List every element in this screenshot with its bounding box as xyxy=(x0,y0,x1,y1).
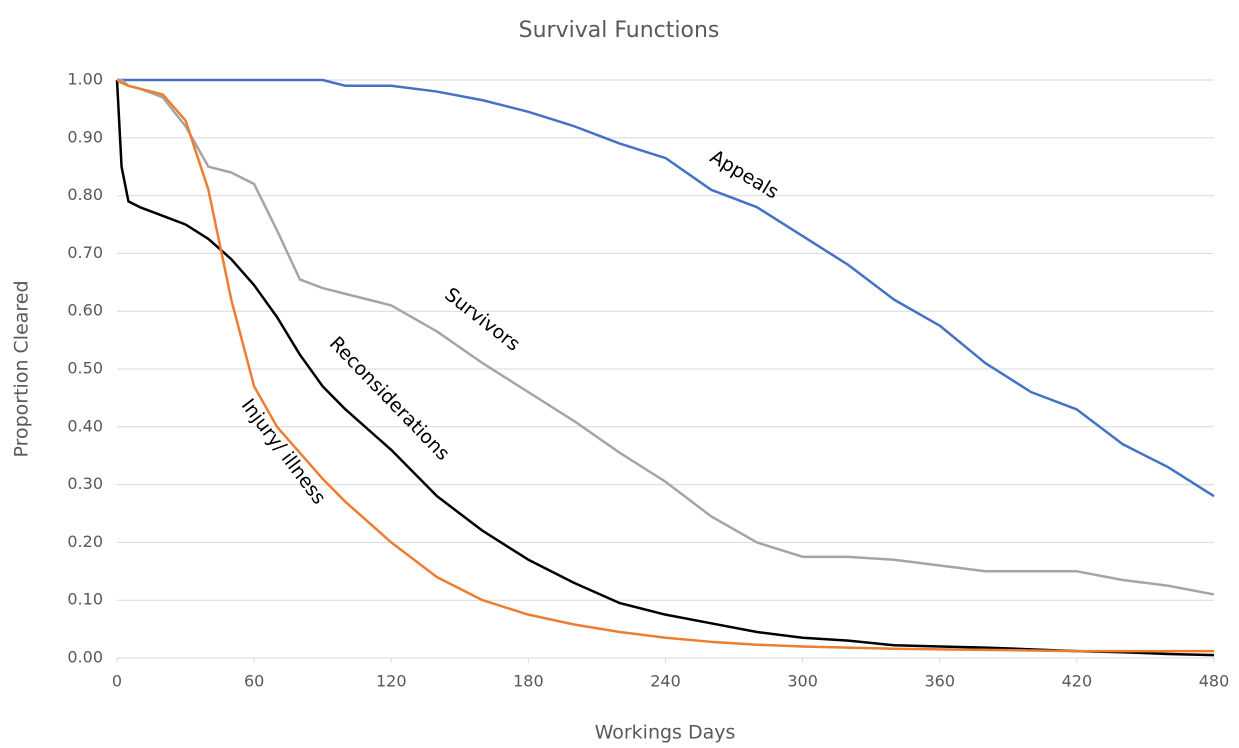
x-tick-label: 120 xyxy=(376,672,407,691)
y-tick-label: 0.60 xyxy=(67,301,103,320)
series-label: Injury/ illness xyxy=(237,395,330,509)
chart-title: Survival Functions xyxy=(519,18,720,43)
x-tick-label: 420 xyxy=(1062,672,1093,691)
y-tick-label: 1.00 xyxy=(67,70,103,89)
x-tick-label: 300 xyxy=(787,672,818,691)
x-tick-label: 0 xyxy=(112,672,122,691)
x-axis-label: Workings Days xyxy=(595,722,736,744)
x-tick-label: 180 xyxy=(513,672,544,691)
y-tick-label: 0.80 xyxy=(67,185,103,204)
x-tick-label: 480 xyxy=(1199,672,1230,691)
x-tick-label: 240 xyxy=(650,672,681,691)
y-tick-label: 0.50 xyxy=(67,359,103,378)
y-tick-label: 0.00 xyxy=(67,648,103,667)
y-tick-label: 0.40 xyxy=(67,416,103,435)
y-tick-label: 0.70 xyxy=(67,243,103,262)
y-tick-label: 0.30 xyxy=(67,474,103,493)
y-tick-label: 0.10 xyxy=(67,590,103,609)
series-label: Reconsiderations xyxy=(325,332,454,464)
series-line xyxy=(116,78,1214,653)
series-line xyxy=(117,78,1215,498)
series-label: Appeals xyxy=(706,146,782,204)
y-tick-label: 0.90 xyxy=(67,127,103,146)
x-tick-label: 360 xyxy=(924,672,955,691)
y-axis-label: Proportion Cleared xyxy=(11,280,33,457)
series-label: Survivors xyxy=(440,284,524,356)
x-tick-label: 60 xyxy=(244,672,264,691)
y-tick-label: 0.20 xyxy=(67,532,103,551)
series-line xyxy=(115,79,1215,657)
